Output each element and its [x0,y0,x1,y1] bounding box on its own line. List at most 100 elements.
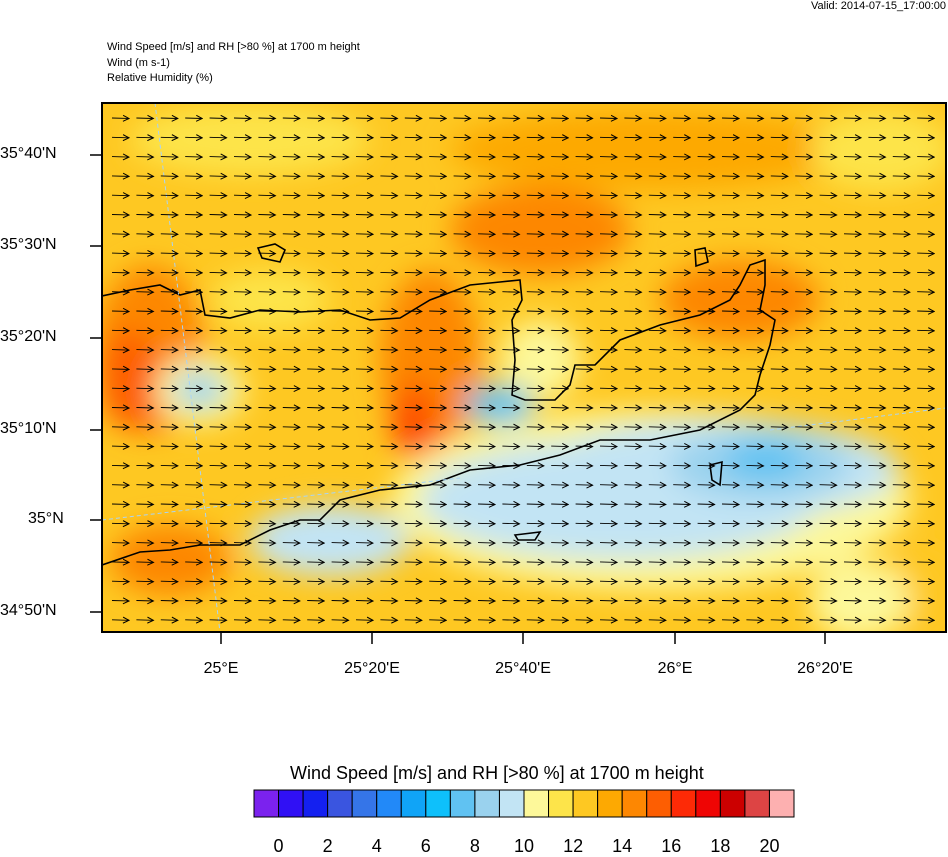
wind-arrow [502,292,519,293]
wind-arrow [355,581,373,582]
wind-arrow [307,137,324,138]
wind-arrow [868,176,885,177]
wind-arrow [160,504,178,505]
wind-arrow [551,118,568,119]
wind-arrow [380,543,397,544]
wind-arrow [746,446,763,447]
wind-arrow [697,215,715,216]
wind-arrow [526,272,544,273]
wind-arrow [551,253,568,254]
wind-arrow [795,446,812,447]
wind-arrow [917,350,934,351]
wind-arrow [233,523,251,524]
wind-arrow [380,427,397,428]
wind-arrow [843,272,861,273]
wind-arrow [502,523,519,524]
wind-arrow [355,523,373,524]
wind-arrow [307,176,324,177]
lat-tick-label: 35°N [28,510,64,527]
wind-arrow [892,369,910,370]
lat-tick-label: 34°50'N [0,602,57,619]
wind-arrow [307,369,324,370]
wind-arrow [819,601,837,602]
wind-arrow [160,137,178,138]
wind-arrow [160,581,178,582]
wind-arrow [502,601,519,602]
wind-arrow [599,562,617,563]
wind-arrow [136,369,153,370]
wind-arrow [136,137,153,138]
wind-arrow [819,350,837,351]
wind-arrow [892,215,910,216]
wind-arrow [429,446,446,447]
wind-arrow [648,311,666,312]
wind-arrow [136,427,153,428]
colorbar-label: 6 [420,836,431,856]
wind-arrow [721,195,739,196]
wind-arrow [770,369,788,370]
wind-arrow [526,620,544,621]
wind-arrow [185,562,202,563]
wind-arrow [624,523,641,524]
wind-arrow [892,157,910,158]
wind-arrow [526,388,544,389]
wind-arrow [575,234,593,235]
wind-arrow [233,562,251,563]
wind-arrow [477,562,495,563]
wind-arrow [917,369,934,370]
wind-arrow [477,601,495,602]
wind-arrow [111,118,129,119]
wind-arrow [843,311,861,312]
wind-arrow [819,330,837,331]
wind-arrow [209,330,227,331]
wind-arrow [624,350,641,351]
wind-arrow [526,581,544,582]
wind-arrow [185,234,202,235]
wind-speed-field [102,103,946,632]
wind-arrow [136,157,153,158]
wind-arrow [795,234,812,235]
wind-arrow [819,408,837,409]
wind-arrow [770,253,788,254]
wind-arrow [282,562,300,563]
wind-arrow [160,485,178,486]
wind-arrow [770,601,788,602]
wind-arrow [282,215,300,216]
wind-arrow [136,562,153,563]
wind-arrow [770,292,788,293]
wind-arrow [258,311,275,312]
wind-arrow [575,215,593,216]
wind-arrow [477,543,495,544]
wind-arrow [648,330,666,331]
colorbar-label: 2 [322,836,333,856]
wind-arrow [429,272,446,273]
wind-arrow [355,234,373,235]
wind-arrow [502,581,519,582]
wind-arrow [185,157,202,158]
wind-arrow [917,427,934,428]
wind-arrow [209,427,227,428]
wind-arrow [746,427,763,428]
wind-arrow [697,272,715,273]
wind-arrow [697,292,715,293]
wind-arrow [477,253,495,254]
wind-arrow [307,330,324,331]
wind-arrow [502,562,519,563]
wind-arrow [624,369,641,370]
colorbar-label: 20 [759,836,780,856]
wind-arrow [843,427,861,428]
wind-arrow [575,485,593,486]
wind-arrow [502,253,519,254]
wind-arrow [355,504,373,505]
wind-arrow [282,157,300,158]
wind-arrow [185,620,202,621]
wind-arrow [209,504,227,505]
wind-arrow [185,292,202,293]
wind-arrow [209,620,227,621]
wind-arrow [160,118,178,119]
wind-arrow [673,369,690,370]
wind-arrow [575,388,593,389]
wind-arrow [819,543,837,544]
wind-arrow [331,215,349,216]
wind-arrow [551,157,568,158]
